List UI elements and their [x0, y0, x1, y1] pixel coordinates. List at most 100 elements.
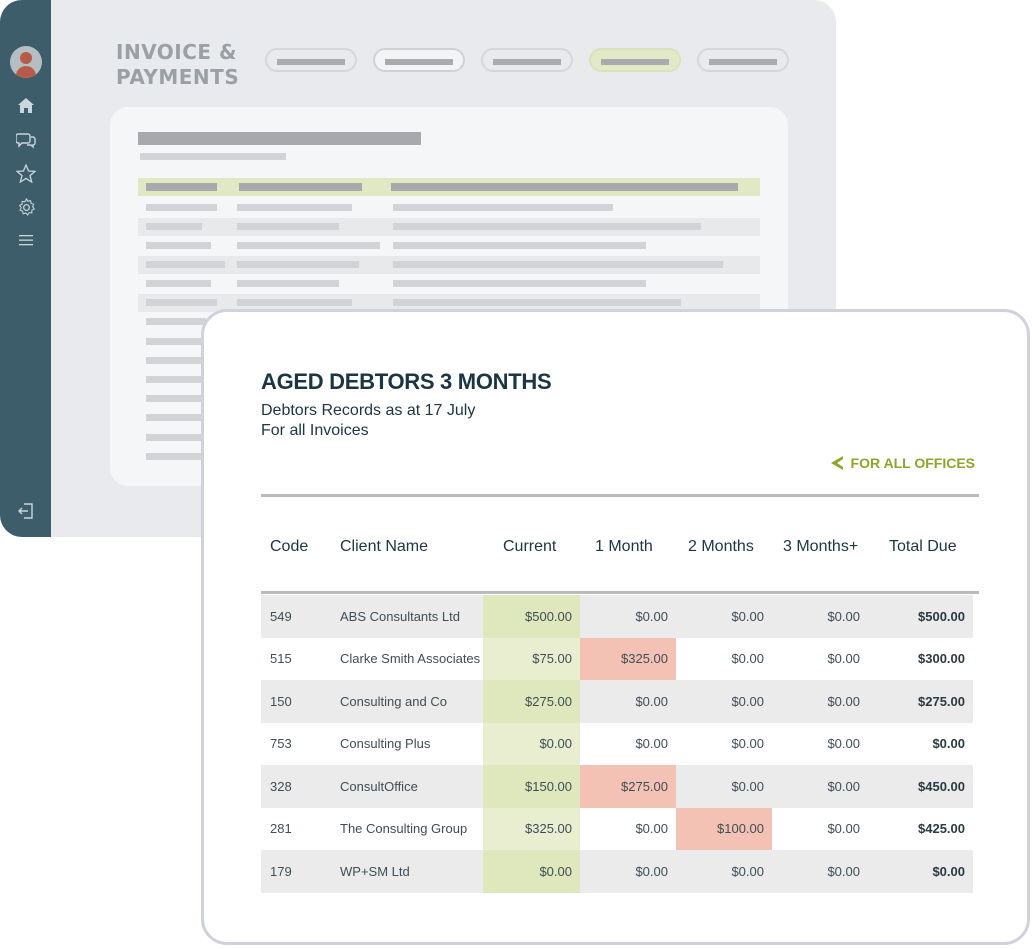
chevron-left-icon: [830, 456, 843, 470]
placeholder-cell: [393, 299, 681, 306]
cell-client-name: Clarke Smith Associates: [340, 651, 481, 667]
placeholder-cell: [146, 357, 206, 364]
placeholder-cell: [146, 183, 217, 191]
tab-4-active[interactable]: [589, 48, 681, 72]
cell-code: 281: [270, 821, 292, 837]
cell-1-month: $0.00: [635, 608, 668, 624]
menu-icon[interactable]: [13, 229, 39, 251]
table-row[interactable]: 753 Consulting Plus $0.00 $0.00 $0.00 $0…: [261, 722, 973, 765]
report-subtitle-date: Debtors Records as at 17 July: [261, 402, 476, 419]
placeholder-heading: [138, 132, 421, 145]
placeholder-cell: [393, 261, 723, 268]
tab-2[interactable]: [373, 48, 465, 72]
placeholder-cell: [146, 204, 217, 211]
cell-current: $325.00: [483, 807, 580, 850]
cell-2-months: $0.00: [731, 736, 764, 752]
app-title: INVOICE & PAYMENTS: [116, 40, 240, 89]
tab-1[interactable]: [265, 48, 357, 72]
column-header-2-months[interactable]: 2 Months: [688, 538, 754, 555]
column-header-total-due[interactable]: Total Due: [889, 538, 957, 555]
cell-client-name: The Consulting Group: [340, 821, 468, 837]
placeholder-cell: [146, 299, 217, 306]
cell-code: 515: [270, 651, 292, 667]
cell-1-month: $325.00: [580, 637, 676, 680]
cell-3-months-plus: $0.00: [827, 608, 860, 624]
table-row[interactable]: 515 Clarke Smith Associates $75.00 $325.…: [261, 637, 973, 680]
cell-client-name: WP+SM Ltd: [340, 863, 410, 879]
cell-2-months: $0.00: [731, 863, 764, 879]
cell-current: $0.00: [483, 850, 580, 893]
column-header-current[interactable]: Current: [503, 538, 557, 555]
placeholder-cell: [146, 434, 206, 441]
cell-client-name: ConsultOffice: [340, 778, 418, 794]
placeholder-cell: [237, 261, 359, 268]
cell-total-due: $0.00: [932, 863, 965, 879]
cell-3-months-plus: $0.00: [827, 863, 860, 879]
logout-icon[interactable]: [13, 500, 39, 522]
cell-code: 753: [270, 736, 292, 752]
gear-icon[interactable]: [13, 196, 39, 218]
column-header-client-name[interactable]: Client Name: [340, 538, 429, 555]
cell-current: $75.00: [483, 637, 580, 680]
cell-current: $500.00: [483, 595, 580, 638]
cell-total-due: $425.00: [918, 821, 965, 837]
placeholder-cell: [391, 183, 738, 191]
home-icon[interactable]: [13, 94, 39, 116]
divider: [261, 494, 979, 497]
cell-2-months: $0.00: [731, 778, 764, 794]
cell-3-months-plus: $0.00: [827, 821, 860, 837]
placeholder-cell: [146, 376, 206, 383]
placeholder-cell: [146, 280, 211, 287]
placeholder-cell: [237, 242, 380, 249]
chat-icon[interactable]: [13, 129, 39, 151]
placeholder-cell: [237, 280, 339, 287]
sidebar: [0, 0, 51, 537]
report-title: AGED DEBTORS 3 MONTHS: [261, 369, 552, 394]
placeholder-cell: [146, 453, 206, 460]
debtors-table: 549 ABS Consultants Ltd $500.00 $0.00 $0…: [261, 595, 973, 893]
table-row[interactable]: 281 The Consulting Group $325.00 $0.00 $…: [261, 807, 973, 850]
cell-3-months-plus: $0.00: [827, 778, 860, 794]
avatar[interactable]: [10, 46, 42, 78]
for-all-offices-link[interactable]: FOR ALL OFFICES: [830, 455, 975, 471]
placeholder-cell: [237, 223, 339, 230]
cell-total-due: $300.00: [918, 651, 965, 667]
placeholder-cell: [146, 338, 206, 345]
placeholder-cell: [393, 223, 701, 230]
cell-3-months-plus: $0.00: [827, 651, 860, 667]
placeholder-cell: [393, 204, 613, 211]
cell-1-month: $0.00: [635, 863, 668, 879]
placeholder-cell: [237, 204, 352, 211]
divider: [261, 591, 979, 594]
cell-total-due: $450.00: [918, 778, 965, 794]
table-row[interactable]: 179 WP+SM Ltd $0.00 $0.00 $0.00 $0.00 $0…: [261, 850, 973, 893]
cell-client-name: Consulting and Co: [340, 693, 447, 709]
cell-1-month: $0.00: [635, 693, 668, 709]
placeholder-cell: [146, 261, 225, 268]
aged-debtors-report-card: AGED DEBTORS 3 MONTHS Debtors Records as…: [201, 309, 1030, 945]
cell-2-months: $0.00: [731, 651, 764, 667]
placeholder-cell: [239, 183, 362, 191]
table-row[interactable]: 150 Consulting and Co $275.00 $0.00 $0.0…: [261, 680, 973, 723]
column-header-1-month[interactable]: 1 Month: [595, 538, 653, 555]
placeholder-cell: [237, 299, 352, 306]
column-header-3-months-plus[interactable]: 3 Months+: [783, 538, 859, 555]
tab-3[interactable]: [481, 48, 573, 72]
placeholder-cell: [146, 395, 206, 402]
table-row[interactable]: 549 ABS Consultants Ltd $500.00 $0.00 $0…: [261, 595, 973, 638]
placeholder-cell: [146, 318, 206, 325]
tab-5[interactable]: [697, 48, 789, 72]
cell-1-month: $275.00: [580, 765, 676, 808]
cell-total-due: $0.00: [932, 736, 965, 752]
cell-1-month: $0.00: [635, 821, 668, 837]
cell-total-due: $275.00: [918, 693, 965, 709]
cell-2-months: $100.00: [676, 807, 772, 850]
column-header-code[interactable]: Code: [270, 538, 309, 555]
table-row[interactable]: 328 ConsultOffice $150.00 $275.00 $0.00 …: [261, 765, 973, 808]
cell-code: 328: [270, 778, 292, 794]
star-icon[interactable]: [13, 162, 39, 184]
cell-client-name: Consulting Plus: [340, 736, 431, 752]
cell-2-months: $0.00: [731, 608, 764, 624]
report-subtitle-scope: For all Invoices: [261, 422, 369, 439]
cell-2-months: $0.00: [731, 693, 764, 709]
